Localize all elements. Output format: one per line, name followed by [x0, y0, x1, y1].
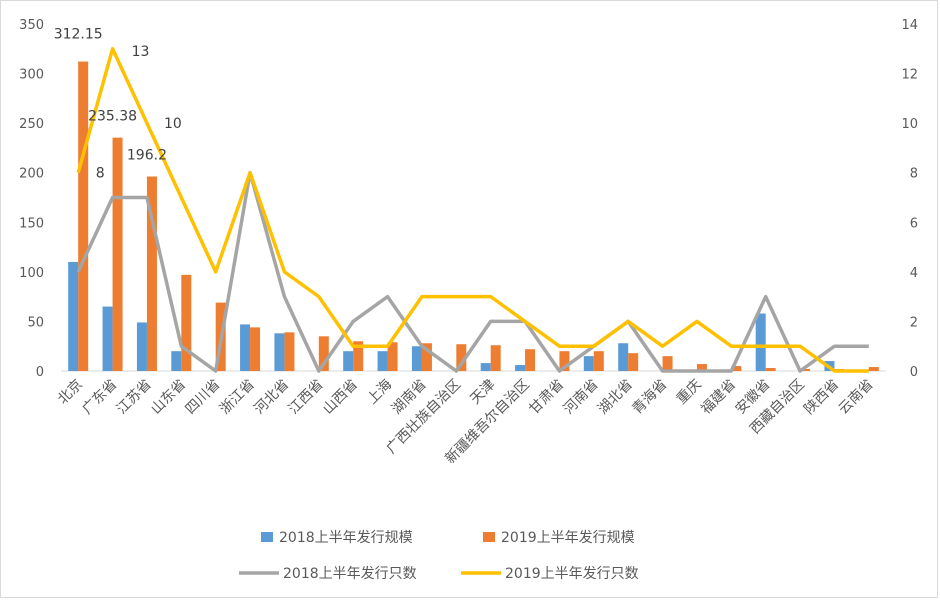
bar — [181, 274, 192, 371]
y-left-tick-label: 300 — [19, 68, 44, 83]
bar — [68, 261, 79, 371]
bar — [583, 356, 594, 371]
series-line — [76, 170, 869, 373]
bar — [696, 364, 707, 371]
category-label: 福建省 — [698, 377, 739, 418]
bar — [480, 363, 491, 371]
bar — [868, 367, 879, 371]
bar — [343, 351, 354, 371]
category-label: 四川省 — [183, 377, 224, 418]
y-right-tick-label: 10 — [901, 117, 918, 132]
data-label: 10 — [164, 116, 182, 132]
bar — [515, 365, 526, 371]
category-label: 湖北省 — [595, 377, 636, 418]
y-right-tick-label: 4 — [910, 266, 918, 281]
bar — [102, 306, 113, 371]
y-left-tick-label: 100 — [19, 266, 44, 281]
category-label: 山东省 — [148, 377, 189, 418]
y-right-tick-label: 8 — [910, 167, 918, 182]
bar — [146, 176, 157, 371]
legend-swatch — [483, 532, 495, 542]
legend-label: 2019上半年发行规模 — [501, 530, 635, 546]
y-left-tick-label: 50 — [27, 315, 44, 330]
data-label: 13 — [132, 44, 150, 60]
category-label: 青海省 — [629, 377, 670, 418]
bar — [78, 61, 89, 371]
y-left-tick-label: 250 — [19, 117, 44, 132]
bar — [618, 343, 629, 371]
data-label: 8 — [96, 166, 105, 182]
bar — [490, 345, 501, 371]
bar — [421, 343, 432, 371]
bar — [411, 346, 422, 371]
bar — [525, 349, 536, 371]
category-label: 河北省 — [251, 377, 292, 418]
y-right-tick-label: 14 — [901, 18, 918, 33]
bar — [284, 332, 295, 371]
bar — [800, 369, 811, 371]
bar — [377, 351, 388, 371]
y-right-tick-label: 0 — [910, 365, 918, 380]
axes: 0 50 100 150 200 250 300 350 0 2 4 6 8 10 12 14 — [19, 18, 918, 380]
legend-label: 2018上半年发行规模 — [279, 530, 413, 546]
category-label: 山西省 — [320, 377, 361, 418]
bar — [593, 351, 604, 371]
bar — [765, 368, 776, 371]
bar — [662, 356, 673, 371]
bar — [559, 351, 570, 371]
bar — [250, 327, 261, 371]
category-label: 江西省 — [286, 377, 327, 418]
bar — [171, 351, 182, 371]
bar — [318, 336, 329, 371]
bar — [274, 333, 285, 371]
category-label: 河南省 — [561, 377, 602, 418]
bar — [755, 313, 766, 371]
legend-swatch — [261, 532, 273, 542]
bar — [112, 137, 123, 371]
series-line — [76, 47, 869, 373]
y-left-tick-label: 350 — [19, 18, 44, 33]
y-left-tick-label: 150 — [19, 216, 44, 231]
data-labels: 312.15 235.38 196.2 8 13 10 — [54, 27, 182, 182]
y-right-tick-label: 6 — [910, 216, 918, 231]
category-label: 陕西省 — [801, 377, 842, 418]
legend: 2018上半年发行规模 2019上半年发行规模 2018上半年发行只数 2019上半年… — [239, 530, 639, 582]
legend-label: 2018上半年发行只数 — [283, 566, 417, 582]
legend-label: 2019上半年发行只数 — [505, 566, 639, 582]
y-left-tick-label: 0 — [36, 365, 44, 380]
lines — [76, 47, 869, 373]
bar — [387, 342, 398, 371]
y-right-tick-label: 12 — [901, 68, 918, 83]
data-label: 235.38 — [88, 109, 137, 125]
bar — [731, 366, 742, 371]
category-label: 江苏省 — [114, 377, 155, 418]
data-label: 312.15 — [54, 27, 103, 43]
category-label: 云南省 — [836, 377, 877, 418]
category-label: 甘肃省 — [526, 377, 567, 418]
bar — [456, 344, 467, 371]
bar — [353, 341, 364, 371]
bar — [628, 353, 639, 371]
category-label: 广东省 — [79, 377, 120, 418]
y-left-tick-label: 200 — [19, 167, 44, 182]
data-label: 196.2 — [127, 147, 167, 163]
bar — [136, 322, 147, 371]
category-label: 浙江省 — [217, 377, 258, 418]
y-right-tick-label: 2 — [910, 315, 918, 330]
bar — [240, 324, 251, 371]
